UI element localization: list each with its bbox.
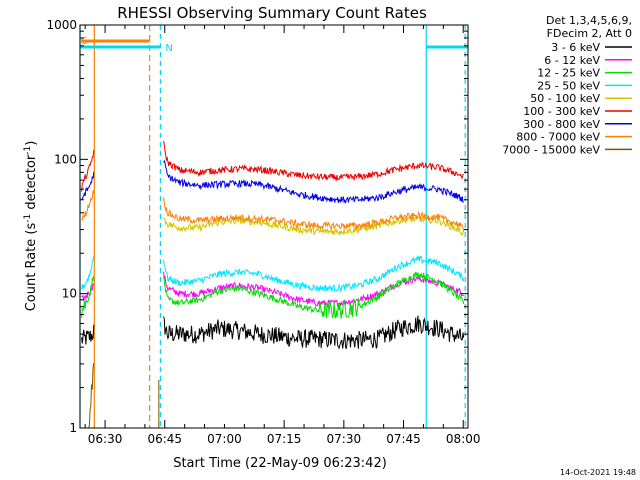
- legend-entry-label: 12 - 25 keV: [537, 67, 600, 80]
- x-tick-label: 07:30: [327, 432, 362, 446]
- x-tick-label: 07:00: [207, 432, 242, 446]
- legend: Det 1,3,4,5,6,9, FDecim 2, Att 0 3 - 6 k…: [502, 14, 632, 156]
- y-tick-label: 10: [62, 287, 77, 301]
- y-tick-label: 1: [69, 421, 77, 435]
- series-line: [163, 197, 465, 232]
- series-line: [163, 271, 464, 308]
- flag-s-label: S: [81, 36, 87, 47]
- y-tick-label: 100: [54, 152, 77, 166]
- y-tick-label: 1000: [46, 18, 77, 32]
- plot-area: SN: [79, 25, 468, 429]
- series-line: [163, 140, 464, 182]
- series-line: [81, 149, 95, 192]
- flag-n-label: N: [165, 43, 172, 54]
- legend-entry-label: 800 - 7000 keV: [516, 131, 600, 144]
- series-line: [163, 214, 465, 237]
- series-line: [163, 315, 465, 350]
- legend-entry-label: 100 - 300 keV: [523, 105, 600, 118]
- legend-entry-label: 6 - 12 keV: [544, 54, 600, 67]
- series-line: [87, 362, 95, 429]
- chart-title: RHESSI Observing Summary Count Rates: [117, 4, 427, 22]
- series-line: [81, 276, 95, 318]
- x-tick-label: 08:00: [446, 432, 481, 446]
- series-line: [81, 255, 95, 290]
- x-axis-label: Start Time (22-May-09 06:23:42): [173, 456, 387, 471]
- legend-entry-label: 300 - 800 keV: [523, 118, 600, 131]
- series-line: [163, 159, 464, 205]
- series-line: [81, 171, 95, 200]
- legend-header-2: FDecim 2, Att 0: [547, 27, 632, 40]
- x-tick-label: 07:15: [267, 432, 302, 446]
- legend-entry-label: 3 - 6 keV: [551, 41, 600, 54]
- date-stamp: 14-Oct-2021 19:48: [560, 468, 636, 477]
- x-tick-label: 06:30: [88, 432, 123, 446]
- legend-entry-label: 25 - 50 keV: [537, 79, 600, 92]
- series-line: [81, 190, 95, 221]
- series-line: [81, 324, 95, 345]
- y-axis: 1 10 100 1000: [46, 18, 468, 435]
- x-axis: 06:30 06:45 07:00 07:15 07:30 07:45 08:00: [84, 25, 481, 446]
- plot-frame: [79, 24, 469, 429]
- series-line: [163, 271, 465, 319]
- series-line: [163, 254, 465, 293]
- legend-entry-label: 7000 - 15000 keV: [502, 143, 600, 156]
- x-tick-label: 07:45: [386, 432, 421, 446]
- legend-header-1: Det 1,3,4,5,6,9,: [546, 14, 632, 27]
- x-tick-label: 06:45: [147, 432, 182, 446]
- legend-entry-label: 50 - 100 keV: [530, 92, 600, 105]
- y-axis-label: Count Rate (s-1 detector-1): [23, 141, 39, 312]
